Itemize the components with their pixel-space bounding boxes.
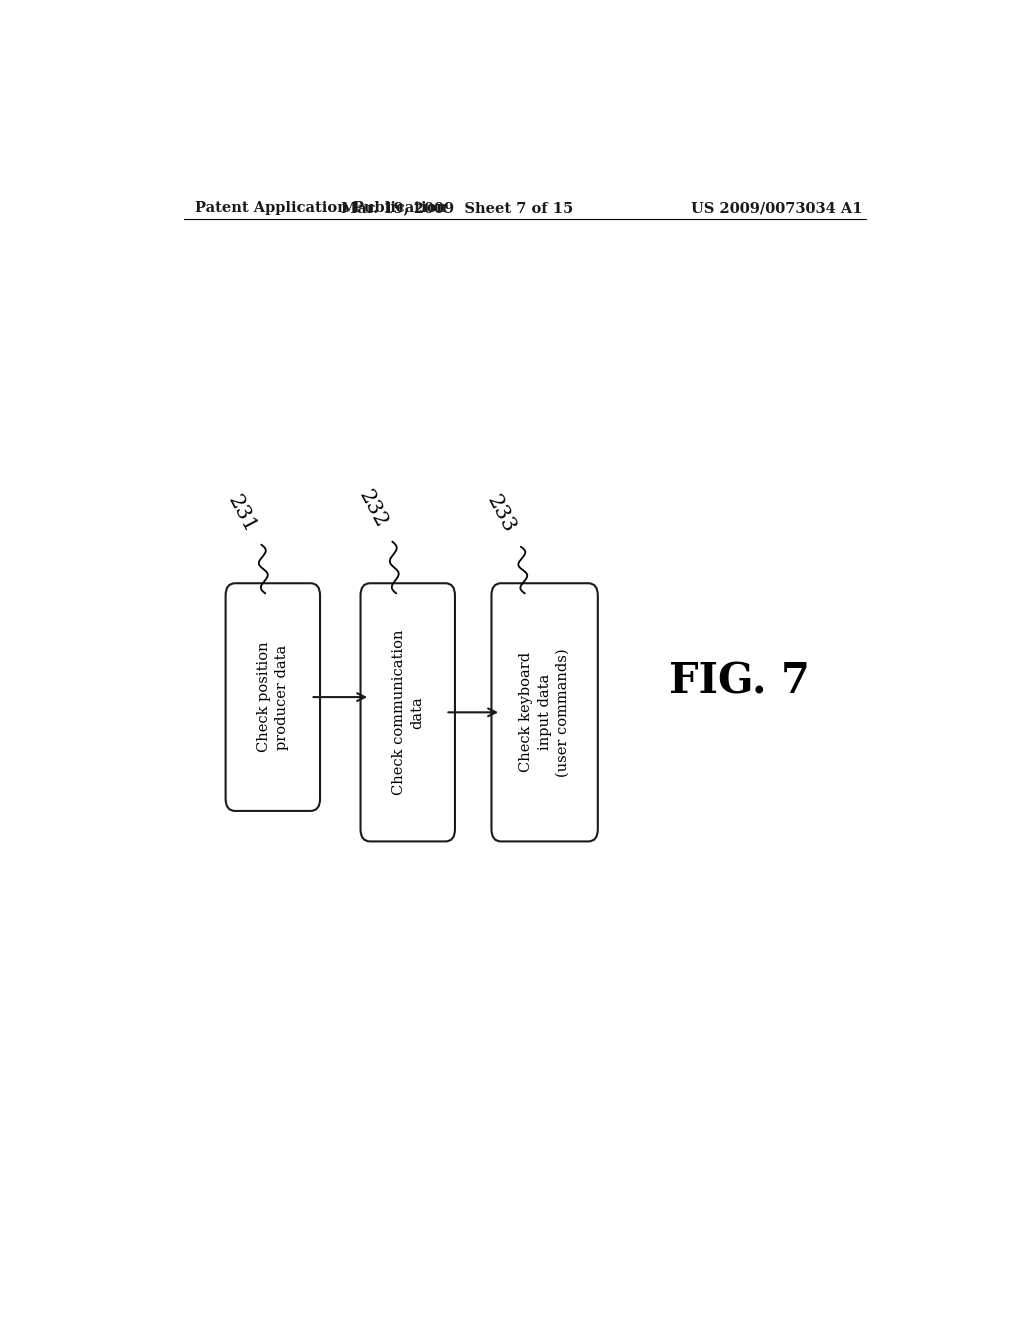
Text: 232: 232 [354,487,390,532]
FancyBboxPatch shape [360,583,455,841]
FancyBboxPatch shape [492,583,598,841]
Text: Check keyboard
input data
(user commands): Check keyboard input data (user commands… [519,648,570,776]
Text: FIG. 7: FIG. 7 [669,661,810,702]
Text: US 2009/0073034 A1: US 2009/0073034 A1 [690,201,862,215]
Text: 231: 231 [223,492,259,536]
Text: Patent Application Publication: Patent Application Publication [196,201,447,215]
Text: Check communication
data: Check communication data [391,630,424,795]
FancyBboxPatch shape [225,583,321,810]
Text: 233: 233 [483,492,519,536]
Text: Mar. 19, 2009  Sheet 7 of 15: Mar. 19, 2009 Sheet 7 of 15 [341,201,573,215]
Text: Check position
producer data: Check position producer data [257,642,289,752]
